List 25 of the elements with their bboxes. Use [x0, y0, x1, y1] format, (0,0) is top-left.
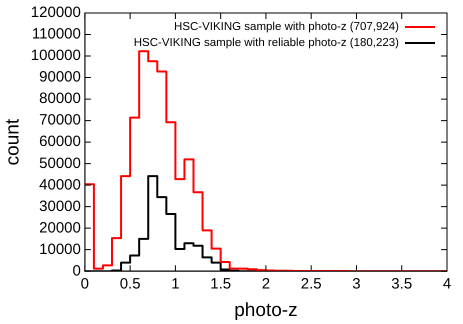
x-tick-label: 1: [171, 275, 180, 292]
x-tick-label: 3.5: [391, 275, 412, 292]
x-tick-label: 2.5: [300, 275, 322, 292]
y-tick-label: 10000: [39, 240, 81, 258]
y-tick-label: 0: [72, 262, 81, 280]
y-tick-label: 20000: [39, 219, 81, 236]
legend-label: HSC-VIKING sample with photo-z (707,924): [174, 21, 400, 34]
y-tick-label: 80000: [39, 90, 81, 108]
x-tick-label: 1.5: [210, 275, 232, 292]
y-tick-label: 50000: [39, 154, 81, 172]
y-tick-label: 90000: [39, 68, 81, 86]
y-tick-label: 60000: [39, 133, 81, 150]
x-tick-label: 0.5: [120, 275, 141, 292]
x-tick-label: 3: [352, 275, 361, 292]
y-tick-label: 120000: [30, 4, 81, 22]
y-tick-label: 70000: [39, 112, 81, 129]
y-tick-label: 30000: [39, 198, 81, 215]
x-tick-label: 4: [442, 275, 452, 292]
x-axis-title: photo-z: [234, 300, 298, 321]
y-tick-label: 40000: [39, 176, 81, 194]
y-tick-label: 100000: [30, 47, 81, 64]
x-tick-label: 2: [262, 275, 270, 292]
y-axis-title: count: [2, 118, 24, 166]
y-tick-label: 110000: [32, 26, 81, 43]
legend-label: HSC-VIKING sample with reliable photo-z (180,223): [134, 37, 400, 50]
